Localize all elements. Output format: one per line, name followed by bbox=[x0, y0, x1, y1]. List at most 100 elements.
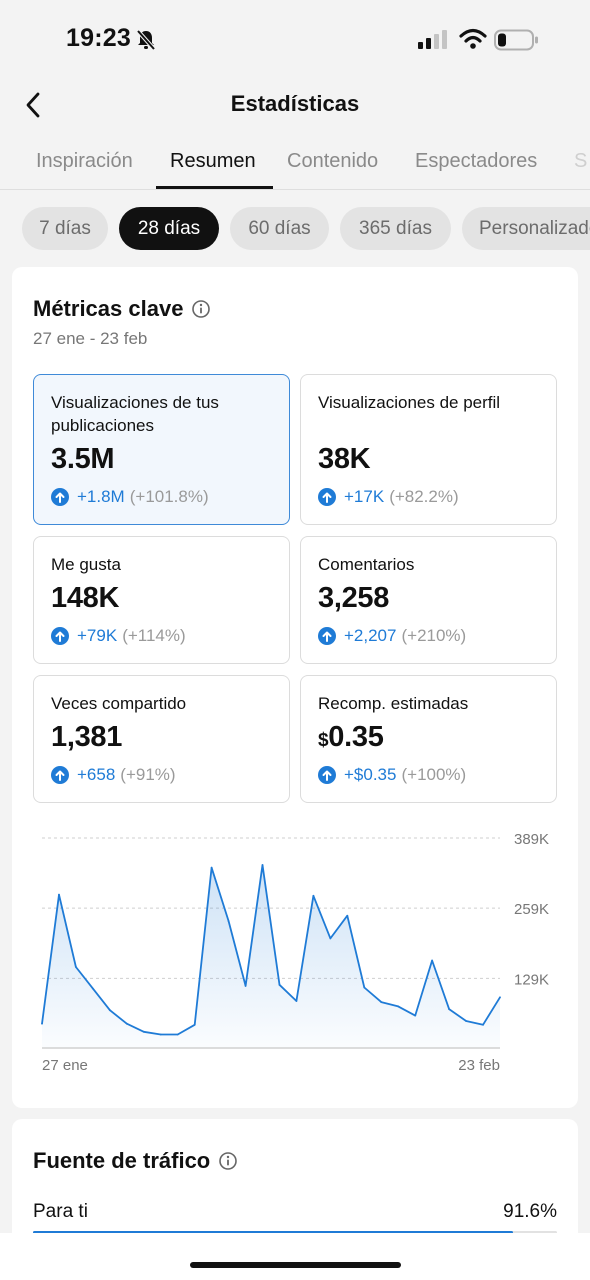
metric-tile-shares[interactable]: Veces compartido 1,381 +658 (+91%) bbox=[33, 675, 290, 803]
delta-percent: (+100%) bbox=[401, 765, 467, 784]
metric-value: 148K bbox=[51, 582, 120, 614]
chart-point bbox=[75, 966, 77, 968]
chart-point bbox=[125, 1022, 128, 1025]
arrow-up-icon bbox=[51, 488, 69, 506]
metric-tile-rewards[interactable]: Recomp. estimadas $0.35 +$0.35 (+100%) bbox=[300, 675, 557, 803]
views-chart[interactable]: 129K 259K 389K 27 ene 23 feb bbox=[12, 820, 578, 1080]
tab-next-partial[interactable]: S bbox=[574, 150, 588, 172]
metric-value: 3.5M bbox=[51, 443, 115, 475]
metric-tile-comments[interactable]: Comentarios 3,258 +2,207 (+210%) bbox=[300, 536, 557, 664]
chart-y-tick-label: 389K bbox=[514, 831, 549, 848]
delta-absolute: +2,207 bbox=[344, 626, 397, 645]
info-icon[interactable] bbox=[191, 299, 211, 319]
wifi-icon bbox=[459, 28, 487, 55]
metric-label: Me gusta bbox=[51, 555, 121, 574]
home-indicator[interactable] bbox=[190, 1262, 401, 1268]
key-metrics-card: Métricas clave 27 ene - 23 feb Visualiza… bbox=[12, 267, 578, 1108]
chart-point bbox=[142, 1030, 145, 1033]
chart-y-tick-label: 129K bbox=[514, 971, 549, 988]
metric-tile-post-views[interactable]: Visualizaciones de tus publicaciones 3.5… bbox=[33, 374, 290, 525]
arrow-up-icon bbox=[318, 627, 336, 645]
delta-absolute: +79K bbox=[77, 626, 118, 645]
chart-point bbox=[278, 983, 281, 986]
period-chip-28[interactable]: 28 días bbox=[119, 207, 219, 250]
chart-point bbox=[397, 1005, 400, 1008]
chart-point bbox=[176, 1033, 179, 1036]
chart-point bbox=[41, 1022, 43, 1025]
cellular-signal-icon bbox=[418, 29, 450, 54]
chart-y-tick-label: 259K bbox=[514, 901, 549, 918]
period-chip-60[interactable]: 60 días bbox=[230, 207, 329, 250]
metric-value: 3,258 bbox=[318, 582, 390, 614]
bell-muted-icon bbox=[136, 29, 156, 56]
metric-label: Veces compartido bbox=[51, 694, 187, 713]
chart-point bbox=[227, 920, 230, 923]
chevron-left-icon bbox=[26, 92, 40, 118]
chart-point bbox=[159, 1033, 162, 1036]
chart-point bbox=[346, 914, 349, 917]
page-title: Estadísticas bbox=[230, 91, 360, 116]
tab-resumen[interactable]: Resumen bbox=[170, 150, 256, 172]
chart-area-fill bbox=[42, 865, 500, 1048]
chart-point bbox=[193, 1023, 196, 1026]
chart-point bbox=[363, 986, 366, 989]
metric-label: Recomp. estimadas bbox=[318, 694, 469, 713]
metric-tile-likes[interactable]: Me gusta 148K +79K (+114%) bbox=[33, 536, 290, 664]
period-chip-365[interactable]: 365 días bbox=[340, 207, 451, 250]
tab-contenido[interactable]: Contenido bbox=[287, 150, 379, 172]
traffic-source-value: 91.6% bbox=[503, 1201, 557, 1222]
tab-espectadores[interactable]: Espectadores bbox=[415, 150, 538, 172]
traffic-heading: Fuente de tráfico bbox=[33, 1148, 238, 1174]
arrow-up-icon bbox=[318, 488, 336, 506]
chart-point bbox=[482, 1023, 484, 1026]
back-button[interactable] bbox=[16, 88, 50, 122]
chart-point bbox=[91, 987, 94, 990]
header: Estadísticas bbox=[0, 80, 590, 130]
arrow-up-icon bbox=[51, 766, 69, 784]
traffic-row: Para ti 91.6% bbox=[33, 1201, 557, 1223]
date-range: 27 ene - 23 feb bbox=[33, 329, 148, 348]
metric-amount: 0.35 bbox=[328, 721, 384, 753]
chart-point bbox=[448, 1008, 451, 1011]
delta-absolute: +1.8M bbox=[77, 487, 125, 506]
traffic-progress-track bbox=[33, 1231, 557, 1234]
metric-value: 38K bbox=[318, 443, 371, 475]
metric-delta: +1.8M (+101.8%) bbox=[51, 487, 209, 507]
battery-icon bbox=[494, 29, 540, 56]
info-icon[interactable] bbox=[218, 1151, 238, 1171]
chart-point bbox=[312, 894, 315, 897]
chart-point bbox=[465, 1020, 467, 1022]
chart-point bbox=[414, 1014, 417, 1017]
chart-point bbox=[244, 985, 247, 987]
metric-label: Comentarios bbox=[318, 555, 415, 574]
status-bar: 19:23 bbox=[0, 0, 590, 80]
metric-delta: +$0.35 (+100%) bbox=[318, 765, 466, 785]
chart-point bbox=[295, 1000, 298, 1002]
chart-point bbox=[499, 996, 501, 999]
delta-percent: (+114%) bbox=[122, 626, 186, 645]
period-chip-7[interactable]: 7 días bbox=[22, 207, 108, 250]
metric-value: 1,381 bbox=[51, 721, 123, 753]
metric-delta: +17K (+82.2%) bbox=[318, 487, 459, 507]
chart-point bbox=[58, 893, 60, 896]
period-chip-custom[interactable]: Personalizado bbox=[462, 207, 590, 250]
chart-point bbox=[108, 1009, 111, 1012]
currency-symbol: $ bbox=[318, 730, 329, 751]
traffic-source-label: Para ti bbox=[33, 1201, 88, 1222]
metric-value: $0.35 bbox=[318, 721, 384, 754]
bottom-safe-area bbox=[0, 1233, 590, 1280]
active-tab-indicator bbox=[156, 186, 273, 189]
chart-point bbox=[210, 866, 213, 869]
chart-point bbox=[329, 937, 332, 940]
metric-delta: +2,207 (+210%) bbox=[318, 626, 466, 646]
metric-tile-profile-views[interactable]: Visualizaciones de perfil 38K +17K (+82.… bbox=[300, 374, 557, 525]
chart-point bbox=[261, 864, 264, 866]
tab-inspiracion[interactable]: Inspiración bbox=[36, 150, 133, 172]
delta-percent: (+82.2%) bbox=[389, 487, 459, 506]
views-chart-svg: 129K 259K 389K 27 ene 23 feb bbox=[41, 831, 549, 1074]
delta-percent: (+210%) bbox=[401, 626, 467, 645]
delta-percent: (+101.8%) bbox=[129, 487, 209, 506]
delta-absolute: +658 bbox=[77, 765, 116, 784]
metric-label: Visualizaciones de perfil bbox=[318, 393, 501, 412]
delta-absolute: +$0.35 bbox=[344, 765, 397, 784]
